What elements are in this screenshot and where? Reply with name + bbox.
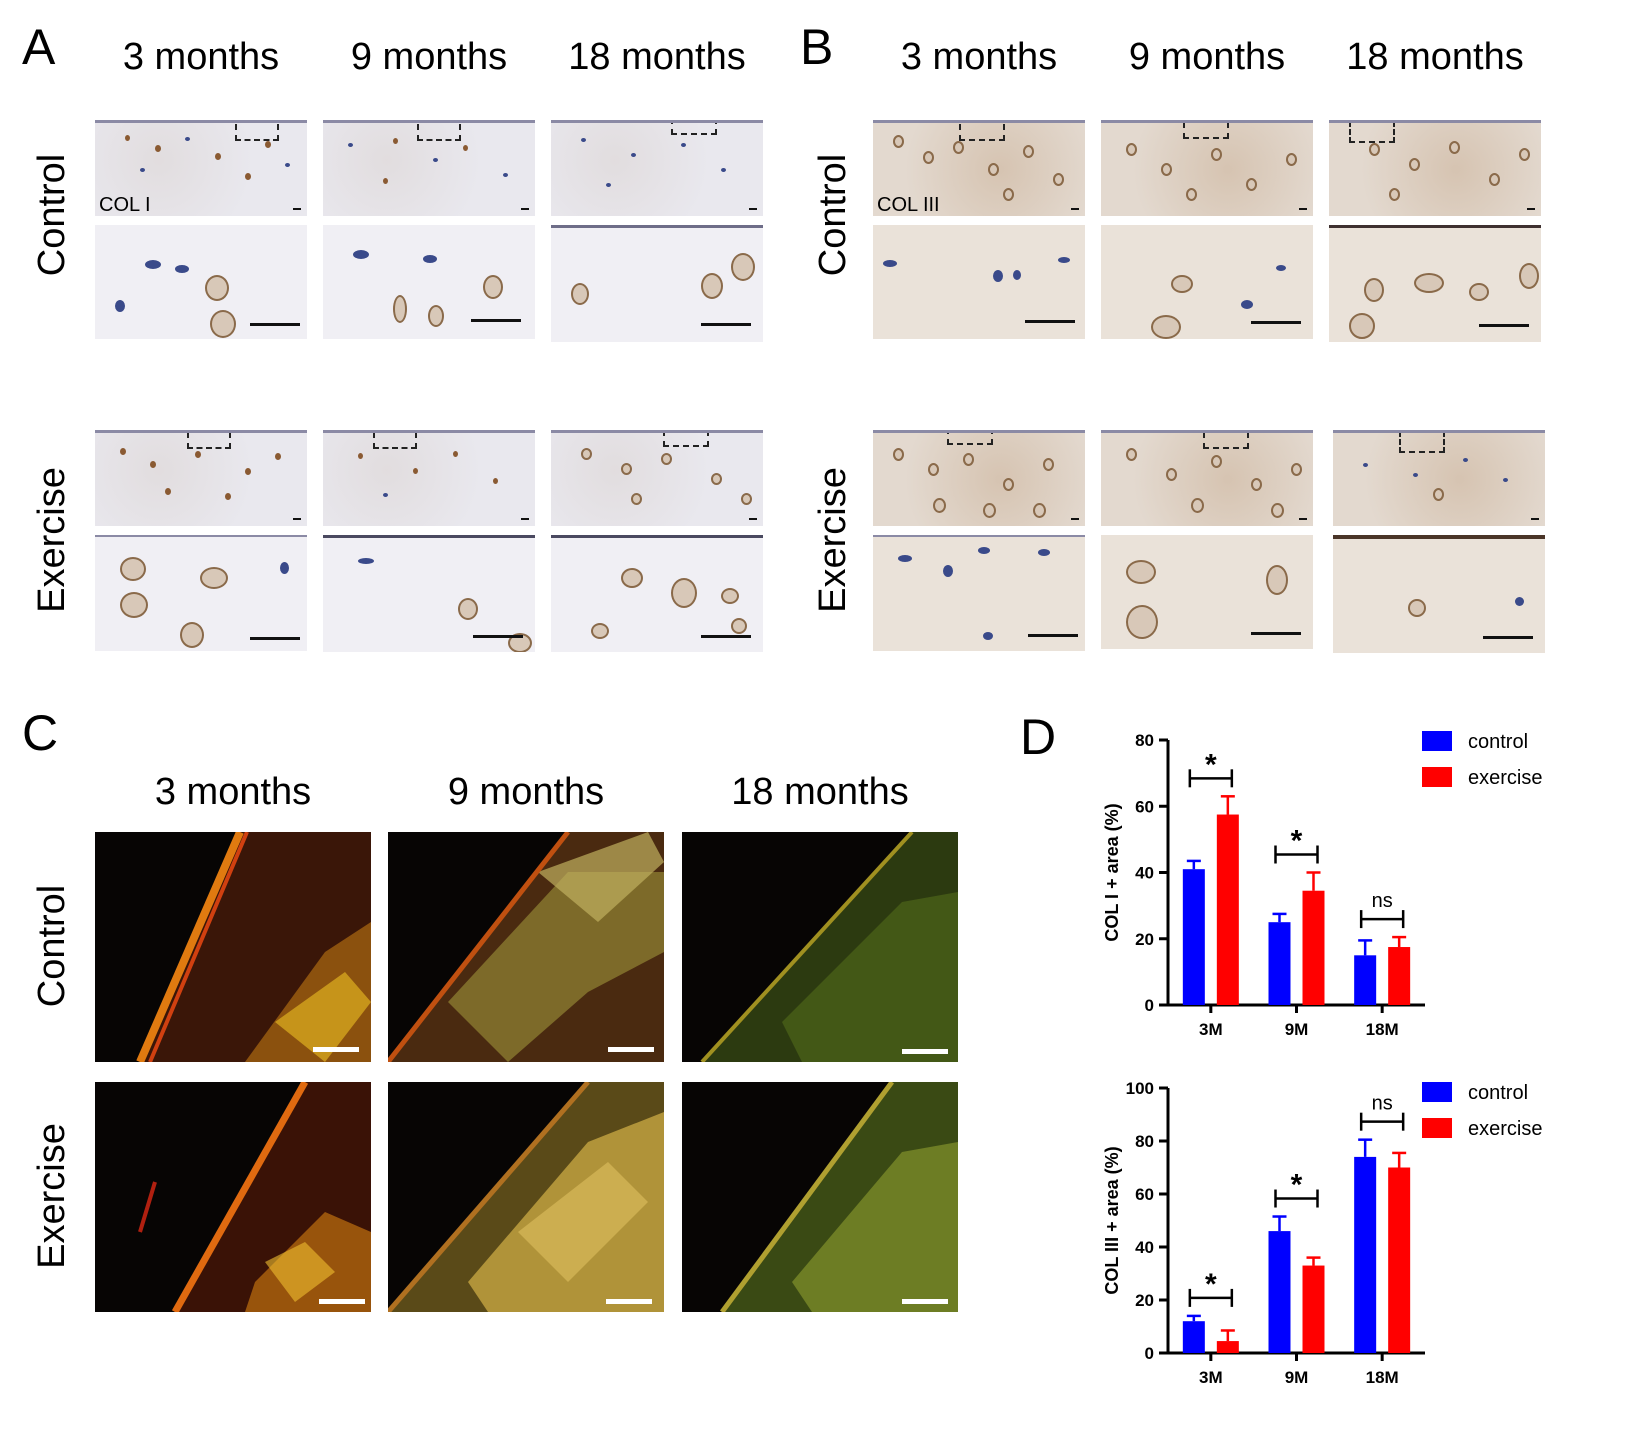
panel-b-control-18m-lowmag bbox=[1329, 120, 1541, 216]
chart1-legend-swatch-exercise bbox=[1422, 767, 1452, 787]
chart2-legend-swatch-control bbox=[1422, 1082, 1452, 1102]
panel-a-col-label-3m: 3 months bbox=[122, 36, 280, 78]
chart2-y-tick-label: 20 bbox=[1135, 1291, 1154, 1310]
chart2-x-tick-label: 9M bbox=[1285, 1368, 1309, 1387]
panel-letter-d: D bbox=[1020, 709, 1057, 765]
chart2-bar-exercise-18M bbox=[1388, 1167, 1411, 1353]
panel-b-control-3m-lowmag: COL III bbox=[873, 120, 1085, 216]
chart2-legend-label-control: control bbox=[1468, 1082, 1528, 1104]
panel-b-stain-tag: COL III bbox=[877, 194, 940, 216]
chart1-legend-swatch-control bbox=[1422, 731, 1452, 751]
chart1-legend-label-exercise: exercise bbox=[1468, 767, 1542, 789]
chart1-bar-control-9M bbox=[1268, 922, 1291, 1005]
panel-b-exercise-9m-highmag bbox=[1101, 535, 1313, 649]
chart2-bar-control-18M bbox=[1354, 1156, 1377, 1353]
chart2-legend-label-exercise: exercise bbox=[1468, 1118, 1542, 1140]
panel-b-col-label-9m: 9 months bbox=[1128, 36, 1286, 78]
panel-b-exercise-3m-highmag bbox=[873, 535, 1085, 651]
chart1-x-tick-label: 9M bbox=[1285, 1020, 1309, 1039]
chart2-bar-control-9M bbox=[1268, 1231, 1291, 1353]
chart2-y-tick-label: 80 bbox=[1135, 1132, 1154, 1151]
col1-bar-chart: 0 20 40 60 80 COL I + area (%) 3M * 9M * 18M ns cont… bbox=[1102, 731, 1542, 1039]
panel-a-col-label-18m: 18 months bbox=[568, 36, 746, 78]
chart2-y-tick-label: 60 bbox=[1135, 1185, 1154, 1204]
chart2-bar-exercise-3M bbox=[1216, 1341, 1239, 1353]
chart1-bar-exercise-9M bbox=[1302, 890, 1325, 1005]
chart1-y-label: COL I + area (%) bbox=[1102, 803, 1122, 941]
chart1-bar-control-18M bbox=[1354, 955, 1377, 1005]
panel-letter-b: B bbox=[800, 19, 834, 75]
chart2-bar-exercise-9M bbox=[1302, 1265, 1325, 1353]
chart1-sig-label: ns bbox=[1372, 890, 1393, 912]
panel-b-row-label-exercise: Exercise bbox=[812, 467, 854, 613]
panel-a-control-3m-highmag bbox=[95, 225, 307, 339]
panel-c-row-label-exercise: Exercise bbox=[31, 1123, 73, 1269]
chart2-sig-label: * bbox=[1291, 1169, 1303, 1202]
panel-b-control-9m-lowmag bbox=[1101, 120, 1313, 216]
panel-a-row-label-control: Control bbox=[31, 153, 73, 277]
chart1-sig-label: * bbox=[1291, 825, 1303, 858]
chart1-y-tick-label: 20 bbox=[1135, 930, 1154, 949]
panel-b-row-label-control: Control bbox=[812, 153, 854, 277]
chart2-y-label: COL III + area (%) bbox=[1102, 1146, 1122, 1294]
chart1-sig-label: * bbox=[1205, 748, 1217, 781]
panel-a-exercise-3m-highmag bbox=[95, 535, 307, 651]
col3-bar-chart: 0 20 40 60 80 100 COL III + area (%) 3M * 9M * 18M n… bbox=[1102, 1079, 1542, 1387]
panel-b-exercise-9m-lowmag bbox=[1101, 430, 1313, 526]
chart2-x-tick-label: 18M bbox=[1366, 1368, 1399, 1387]
panel-a-row-label-exercise: Exercise bbox=[31, 467, 73, 613]
panel-b-col-label-18m: 18 months bbox=[1346, 36, 1524, 78]
panel-c-row-label-control: Control bbox=[31, 884, 73, 1008]
chart1-bar-exercise-18M bbox=[1388, 947, 1411, 1005]
panel-b-exercise-3m-lowmag bbox=[873, 430, 1085, 526]
chart2-y-tick-label: 40 bbox=[1135, 1238, 1154, 1257]
panel-b-col-label-3m: 3 months bbox=[900, 36, 1058, 78]
panel-b-control-9m-highmag bbox=[1101, 225, 1313, 339]
chart1-bar-exercise-3M bbox=[1216, 814, 1239, 1005]
panel-a-exercise-9m-highmag bbox=[323, 535, 535, 652]
chart2-bar-control-3M bbox=[1182, 1321, 1205, 1353]
panel-letter-c: C bbox=[22, 705, 59, 761]
panel-c-exercise-18m bbox=[682, 1082, 958, 1312]
chart1-y-tick-label: 40 bbox=[1135, 864, 1154, 883]
panel-c-exercise-9m bbox=[388, 1082, 664, 1312]
chart1-x-tick-label: 3M bbox=[1199, 1020, 1223, 1039]
panel-letter-a: A bbox=[22, 19, 56, 75]
panel-c-control-18m bbox=[682, 832, 958, 1062]
chart2-y-tick-label: 0 bbox=[1145, 1344, 1154, 1363]
chart2-x-tick-label: 3M bbox=[1199, 1368, 1223, 1387]
panel-a-exercise-9m-lowmag bbox=[323, 430, 535, 526]
panel-b-exercise-18m-highmag bbox=[1333, 535, 1545, 653]
panel-c-col-label-9m: 9 months bbox=[447, 771, 605, 813]
chart1-y-tick-label: 0 bbox=[1145, 996, 1154, 1015]
panel-a-control-9m-lowmag bbox=[323, 120, 535, 216]
panel-a-exercise-18m-lowmag bbox=[551, 430, 763, 526]
panel-a-stain-tag: COL I bbox=[99, 194, 151, 216]
chart1-legend-label-control: control bbox=[1468, 731, 1528, 753]
panel-c-control-9m bbox=[388, 832, 664, 1062]
panel-c-col-label-3m: 3 months bbox=[154, 771, 312, 813]
panel-a-col-label-9m: 9 months bbox=[350, 36, 508, 78]
panel-b-control-3m-highmag bbox=[873, 225, 1085, 339]
chart2-sig-label: ns bbox=[1372, 1093, 1393, 1115]
panel-c-control-3m bbox=[95, 832, 371, 1062]
panel-a-control-9m-highmag bbox=[323, 225, 535, 339]
chart1-y-tick-label: 80 bbox=[1135, 731, 1154, 750]
chart1-y-tick-label: 60 bbox=[1135, 797, 1154, 816]
panel-b-control-18m-highmag bbox=[1329, 225, 1541, 342]
chart2-sig-label: * bbox=[1205, 1268, 1217, 1301]
panel-a-control-18m-lowmag bbox=[551, 120, 763, 216]
panel-c-exercise-3m bbox=[95, 1082, 371, 1312]
panel-a-control-18m-highmag bbox=[551, 225, 763, 342]
chart1-x-tick-label: 18M bbox=[1366, 1020, 1399, 1039]
panel-b-exercise-18m-lowmag bbox=[1333, 430, 1545, 526]
chart1-bar-control-3M bbox=[1182, 869, 1205, 1005]
chart2-legend-swatch-exercise bbox=[1422, 1118, 1452, 1138]
panel-a-exercise-18m-highmag bbox=[551, 535, 763, 652]
panel-a-exercise-3m-lowmag bbox=[95, 430, 307, 526]
chart2-y-tick-label: 100 bbox=[1126, 1079, 1154, 1098]
panel-a-control-3m-lowmag: COL I bbox=[95, 120, 307, 216]
panel-c-col-label-18m: 18 months bbox=[731, 771, 909, 813]
